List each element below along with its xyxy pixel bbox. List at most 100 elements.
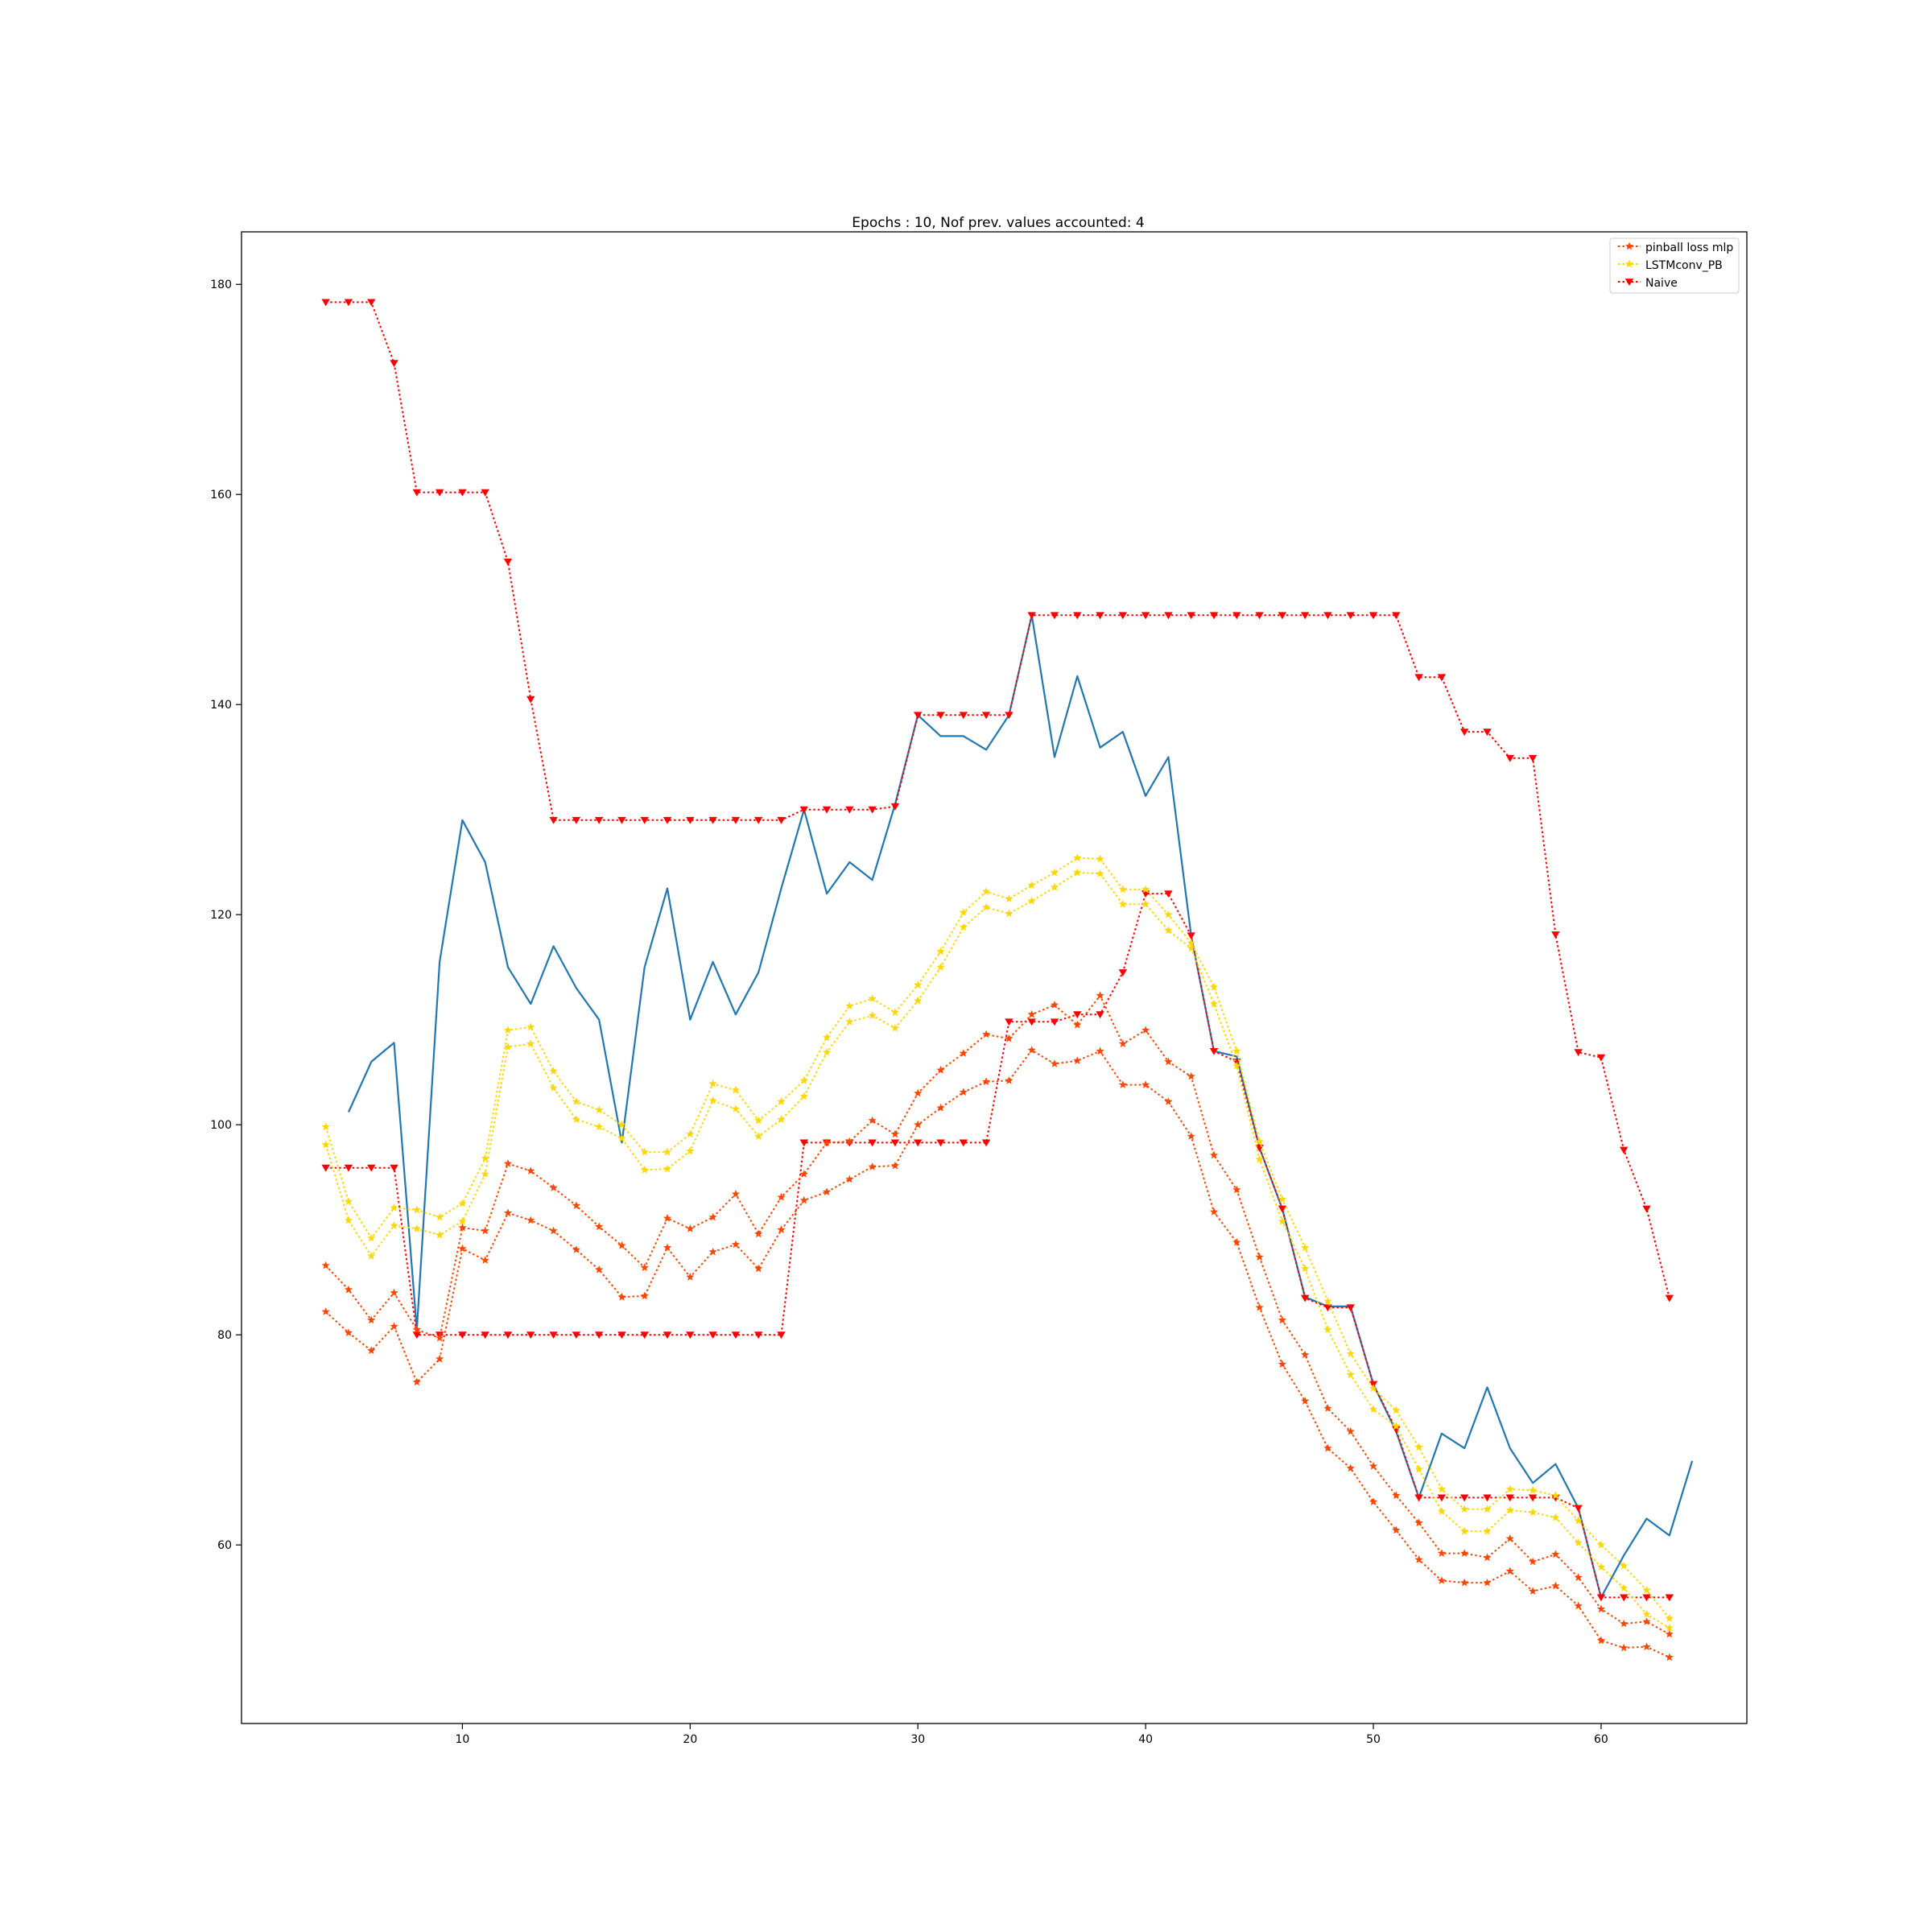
data-point-pinball-loss-mlp <box>1346 1463 1355 1472</box>
data-point-pinball-loss-mlp <box>1050 1059 1059 1067</box>
data-point-naive <box>1574 1049 1583 1057</box>
data-point-pinball-loss-mlp <box>1368 1461 1378 1470</box>
data-point-lstmconv-pb <box>936 963 945 971</box>
data-point-lstmconv-pb <box>1073 868 1082 877</box>
data-point-pinball-loss-mlp <box>845 1174 854 1183</box>
data-point-naive <box>1118 612 1128 620</box>
data-point-pinball-loss-mlp <box>754 1229 763 1238</box>
data-point-pinball-loss-mlp <box>1392 1491 1401 1500</box>
data-point-naive <box>1141 612 1150 620</box>
data-point-lstmconv-pb <box>1323 1297 1332 1305</box>
data-point-naive <box>1323 612 1332 620</box>
data-point-pinball-loss-mlp <box>1050 1001 1059 1009</box>
data-point-lstmconv-pb <box>777 1115 786 1123</box>
data-point-naive <box>822 806 832 814</box>
data-point-pinball-loss-mlp <box>1187 1132 1195 1140</box>
data-point-naive <box>663 816 672 824</box>
data-point-pinball-loss-mlp <box>436 1333 444 1342</box>
data-point-naive <box>1050 1018 1059 1026</box>
series-line-pinball-loss-mlp <box>324 993 1670 1635</box>
data-point-lstmconv-pb <box>1187 943 1195 952</box>
data-point-pinball-loss-mlp <box>1187 1071 1195 1080</box>
data-point-pinball-loss-mlp <box>640 1291 649 1300</box>
data-point-pinball-loss-mlp <box>1005 1076 1013 1084</box>
y-tick-label: 140 <box>210 699 232 712</box>
data-point-pinball-loss-mlp <box>663 1243 672 1252</box>
data-point-pinball-loss-mlp <box>549 1226 558 1235</box>
data-point-lstmconv-pb <box>1301 1243 1310 1252</box>
data-point-lstmconv-pb <box>1255 1154 1264 1163</box>
data-point-lstmconv-pb <box>868 994 877 1002</box>
data-point-naive <box>1096 612 1104 620</box>
data-point-pinball-loss-mlp <box>845 1137 854 1146</box>
data-point-naive <box>594 1331 604 1340</box>
data-point-naive <box>1414 674 1423 682</box>
data-point-lstmconv-pb <box>1460 1505 1469 1513</box>
data-point-pinball-loss-mlp <box>1323 1404 1332 1412</box>
data-point-naive <box>549 816 558 824</box>
data-point-naive <box>1392 612 1401 620</box>
data-point-pinball-loss-mlp <box>1460 1549 1469 1557</box>
data-point-naive <box>686 1331 695 1340</box>
x-tick-label: 60 <box>1594 1733 1608 1746</box>
data-point-lstmconv-pb <box>731 1104 740 1113</box>
data-point-naive <box>1300 612 1310 620</box>
data-point-pinball-loss-mlp <box>914 1120 923 1129</box>
data-point-pinball-loss-mlp <box>1620 1619 1629 1628</box>
data-point-lstmconv-pb <box>1483 1505 1492 1513</box>
data-point-lstmconv-pb <box>708 1096 717 1104</box>
data-point-naive <box>1073 1011 1082 1019</box>
data-point-pinball-loss-mlp <box>686 1224 695 1232</box>
data-point-pinball-loss-mlp <box>1528 1557 1538 1566</box>
data-point-lstmconv-pb <box>1505 1505 1514 1514</box>
data-point-pinball-loss-mlp <box>1596 1636 1606 1645</box>
data-point-pinball-loss-mlp <box>1027 1046 1036 1054</box>
x-tick-label: 50 <box>1366 1733 1381 1746</box>
data-point-naive <box>1278 1205 1287 1213</box>
data-point-pinball-loss-mlp <box>1665 1653 1674 1662</box>
data-point-lstmconv-pb <box>1073 853 1082 862</box>
data-point-pinball-loss-mlp <box>1528 1587 1538 1595</box>
data-point-lstmconv-pb <box>1437 1484 1446 1493</box>
data-point-naive <box>1005 1018 1013 1026</box>
data-point-naive <box>1596 1054 1606 1062</box>
data-point-lstmconv-pb <box>1118 885 1127 894</box>
data-point-naive <box>799 806 808 814</box>
data-point-pinball-loss-mlp <box>1551 1550 1560 1558</box>
data-point-naive <box>890 1139 900 1147</box>
data-point-lstmconv-pb <box>1596 1540 1606 1549</box>
data-point-naive <box>1642 1205 1651 1213</box>
data-point-naive <box>777 1331 786 1340</box>
data-point-lstmconv-pb <box>1368 1384 1378 1393</box>
data-point-naive <box>640 816 649 824</box>
data-point-pinball-loss-mlp <box>1323 1443 1332 1452</box>
data-point-naive <box>1323 1304 1332 1312</box>
data-point-naive <box>1255 612 1264 620</box>
data-point-lstmconv-pb <box>481 1154 489 1162</box>
data-point-naive <box>640 1331 649 1340</box>
data-point-lstmconv-pb <box>1096 869 1104 877</box>
data-point-pinball-loss-mlp <box>914 1088 923 1097</box>
data-point-lstmconv-pb <box>390 1203 398 1212</box>
data-point-lstmconv-pb <box>1027 896 1036 905</box>
data-point-naive <box>367 1164 376 1172</box>
y-tick-label: 80 <box>217 1329 232 1342</box>
data-point-lstmconv-pb <box>890 1008 900 1016</box>
data-point-pinball-loss-mlp <box>959 1088 968 1096</box>
data-point-naive <box>503 1331 513 1340</box>
data-point-naive <box>731 816 741 824</box>
data-point-lstmconv-pb <box>344 1216 353 1224</box>
data-point-lstmconv-pb <box>799 1092 808 1100</box>
data-point-pinball-loss-mlp <box>572 1201 580 1209</box>
data-point-lstmconv-pb <box>549 1084 558 1092</box>
data-point-naive <box>1505 1494 1514 1502</box>
data-point-lstmconv-pb <box>1232 1046 1241 1055</box>
y-tick-label: 100 <box>210 1119 232 1132</box>
data-point-naive <box>708 816 717 824</box>
data-point-pinball-loss-mlp <box>731 1240 740 1249</box>
data-point-naive <box>1483 729 1492 737</box>
data-point-naive <box>367 299 376 307</box>
data-point-lstmconv-pb <box>914 996 923 1005</box>
data-point-naive <box>1346 1304 1355 1312</box>
